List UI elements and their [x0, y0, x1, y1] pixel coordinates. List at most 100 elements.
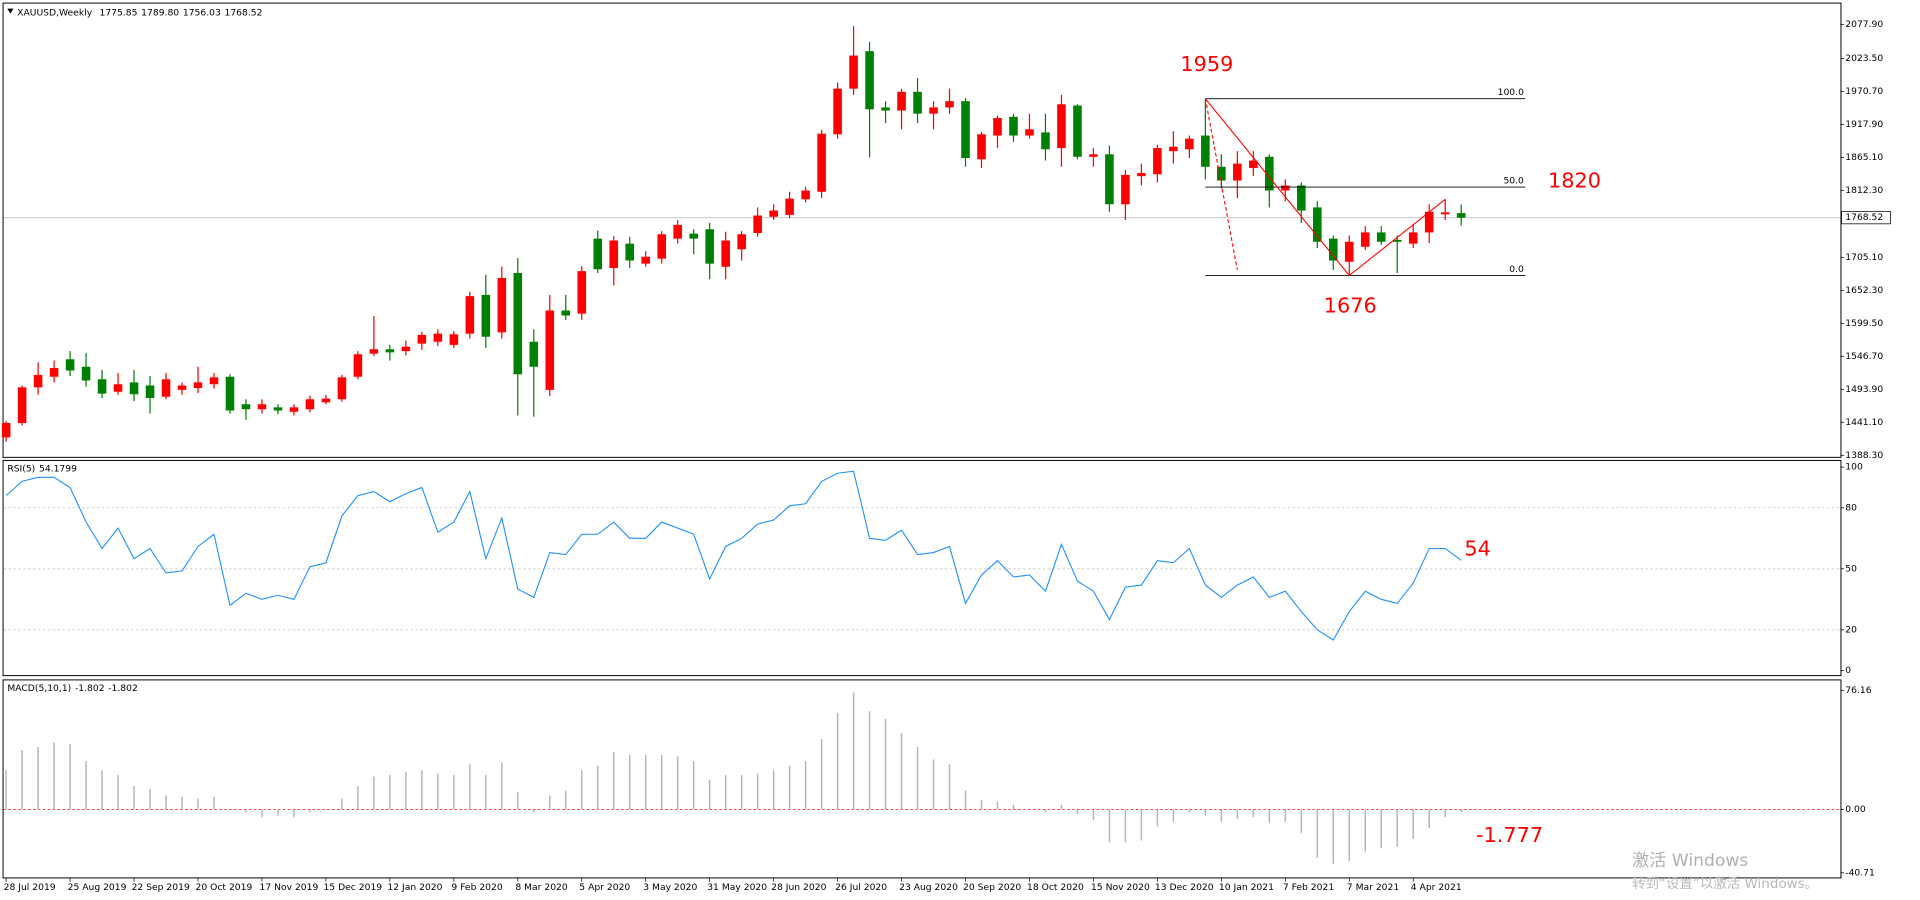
candle-body	[321, 398, 331, 403]
x-tick-label: 10 Jan 2021	[1219, 882, 1274, 893]
candle-body	[1201, 135, 1210, 167]
macd-bar	[932, 759, 935, 810]
macd-bar	[980, 800, 983, 810]
candle-body	[593, 238, 603, 270]
indicator-value: 54.1799	[39, 463, 77, 474]
macd-bar	[149, 789, 151, 810]
macd-bar	[197, 798, 199, 810]
trendline	[1204, 98, 1238, 270]
x-tick-label: 28 Jun 2020	[771, 882, 826, 893]
candle-body	[433, 333, 443, 342]
menu-triangle[interactable]	[7, 8, 14, 14]
macd-bar	[389, 775, 391, 810]
chart-header: XAUUSD,Weekly 1775.85 1789.80 1756.03 1768.5…	[17, 7, 262, 18]
x-tick-label: 15 Dec 2019	[323, 882, 382, 893]
candle-body	[1297, 185, 1306, 211]
candle-body	[97, 379, 107, 394]
x-tick-label: 25 Aug 2019	[68, 882, 127, 893]
x-tick-label: 15 Nov 2020	[1091, 882, 1150, 893]
watermark: 激活 Windows	[1632, 851, 1748, 871]
candle-body	[961, 101, 970, 159]
macd-bar	[900, 733, 903, 810]
macd-bar	[1444, 809, 1446, 818]
macd-bar	[277, 809, 279, 816]
macd-bar	[533, 809, 535, 813]
macd-bar	[133, 786, 135, 810]
macd-bar	[1428, 809, 1430, 829]
y-tick-label: 1493.90	[1845, 384, 1883, 395]
candle-body	[977, 134, 986, 160]
chart-title: XAUUSD,Weekly	[17, 7, 93, 18]
x-tick-label: 4 Apr 2021	[1411, 882, 1462, 893]
x-tick-label: 8 Mar 2020	[515, 882, 568, 893]
macd-bar	[916, 747, 919, 810]
candle-body	[609, 240, 619, 269]
candle-body	[513, 273, 523, 375]
y-tick-label: 1388.30	[1845, 450, 1883, 461]
macd-bar	[117, 775, 119, 810]
candle-body	[929, 107, 938, 114]
candle-body	[1424, 211, 1434, 233]
macd-bar	[836, 712, 839, 810]
fib-label: 100.0	[1498, 87, 1524, 98]
watermark: 转到“设置”以激活 Windows。	[1632, 876, 1818, 892]
macd-bar	[565, 790, 567, 810]
annotation: 1820	[1548, 168, 1601, 192]
candle-body	[577, 271, 587, 314]
macd-bar	[1412, 809, 1414, 839]
candle-body	[1249, 160, 1258, 169]
macd-bar	[453, 775, 455, 810]
macd-bar	[245, 809, 247, 813]
header-value: 1756.03	[183, 7, 221, 18]
candle-body	[897, 91, 906, 111]
x-tick-label: 23 Aug 2020	[899, 882, 958, 893]
y-tick-label: 1917.90	[1845, 119, 1883, 130]
y-tick-label: 76.16	[1845, 685, 1871, 696]
candle-body	[1089, 154, 1098, 157]
macd-bar	[501, 762, 503, 810]
candle-body	[1360, 232, 1370, 247]
macd-bar	[1060, 804, 1063, 810]
candle-body	[193, 382, 203, 388]
header-value: 1775.85	[100, 7, 138, 18]
fib-label: 50.0	[1503, 175, 1524, 186]
macd-bar	[948, 764, 951, 810]
macd-bar	[357, 786, 359, 810]
macd-bar	[1332, 809, 1335, 864]
macd-bar	[581, 770, 583, 810]
candle-body	[417, 334, 427, 344]
trendline	[1204, 98, 1446, 277]
candle-body	[1169, 146, 1178, 152]
macd-bar	[53, 742, 55, 810]
candle-body	[369, 349, 379, 354]
x-tick-label: 20 Sep 2020	[963, 882, 1021, 893]
macd-bar	[261, 809, 263, 818]
macd-bar	[517, 792, 519, 810]
macd-bar	[181, 796, 183, 810]
macd-bar	[1092, 809, 1095, 821]
macd-bar	[724, 775, 727, 810]
candle-body	[1376, 232, 1386, 242]
y-tick-label: 2023.50	[1845, 53, 1883, 64]
macd-bar	[469, 764, 471, 810]
candle-body	[673, 224, 682, 239]
candle-body	[657, 234, 666, 259]
y-tick-label: 1705.10	[1845, 252, 1883, 263]
candle-body	[1041, 132, 1050, 150]
candle-body	[33, 374, 43, 388]
macd-bar	[213, 796, 215, 810]
macd-bar	[1316, 809, 1319, 858]
candle-body	[1440, 212, 1450, 215]
macd-bar	[884, 719, 887, 810]
x-tick-label: 17 Nov 2019	[260, 882, 319, 893]
x-tick-label: 7 Mar 2021	[1347, 882, 1399, 893]
rsi-line	[5, 470, 1462, 641]
annotation: -1.777	[1476, 823, 1543, 847]
macd-bar	[69, 743, 71, 810]
candle-body	[801, 190, 810, 200]
macd-bar	[85, 761, 87, 810]
candle-body	[721, 240, 730, 267]
macd-bar	[772, 770, 775, 810]
